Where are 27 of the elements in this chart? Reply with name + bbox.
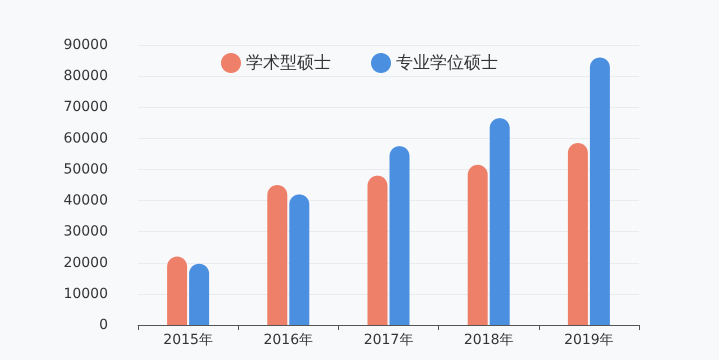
- y-tick-label: 70000: [63, 99, 108, 116]
- bar: [568, 143, 588, 325]
- bar: [189, 264, 210, 325]
- legend-label: 学术型硕士: [246, 53, 331, 73]
- x-tick-label: 2017年: [364, 332, 414, 348]
- y-tick-label: 60000: [63, 130, 108, 146]
- x-tick-label: 2016年: [263, 332, 314, 348]
- x-tick-label: 2015年: [163, 332, 213, 348]
- y-tick-label: 30000: [63, 224, 108, 240]
- bar: [289, 194, 310, 325]
- x-tick-label: 2018年: [464, 332, 514, 348]
- bar: [267, 185, 288, 325]
- legend-label: 专业学位硕士: [396, 53, 498, 73]
- bar: [468, 164, 488, 325]
- bar: [490, 118, 510, 325]
- bar: [390, 146, 410, 325]
- y-tick-label: 80000: [63, 68, 108, 84]
- y-tick-label: 20000: [63, 254, 108, 271]
- y-tick-label: 50000: [63, 161, 108, 178]
- y-tick-label: 0: [99, 317, 108, 333]
- y-tick-label: 10000: [63, 286, 108, 302]
- bar: [590, 57, 610, 325]
- x-tick-label: 2019年: [564, 332, 614, 348]
- bar: [368, 176, 388, 325]
- y-tick-label: 40000: [63, 192, 108, 209]
- y-tick-label: 90000: [63, 37, 108, 53]
- bar: [167, 256, 188, 325]
